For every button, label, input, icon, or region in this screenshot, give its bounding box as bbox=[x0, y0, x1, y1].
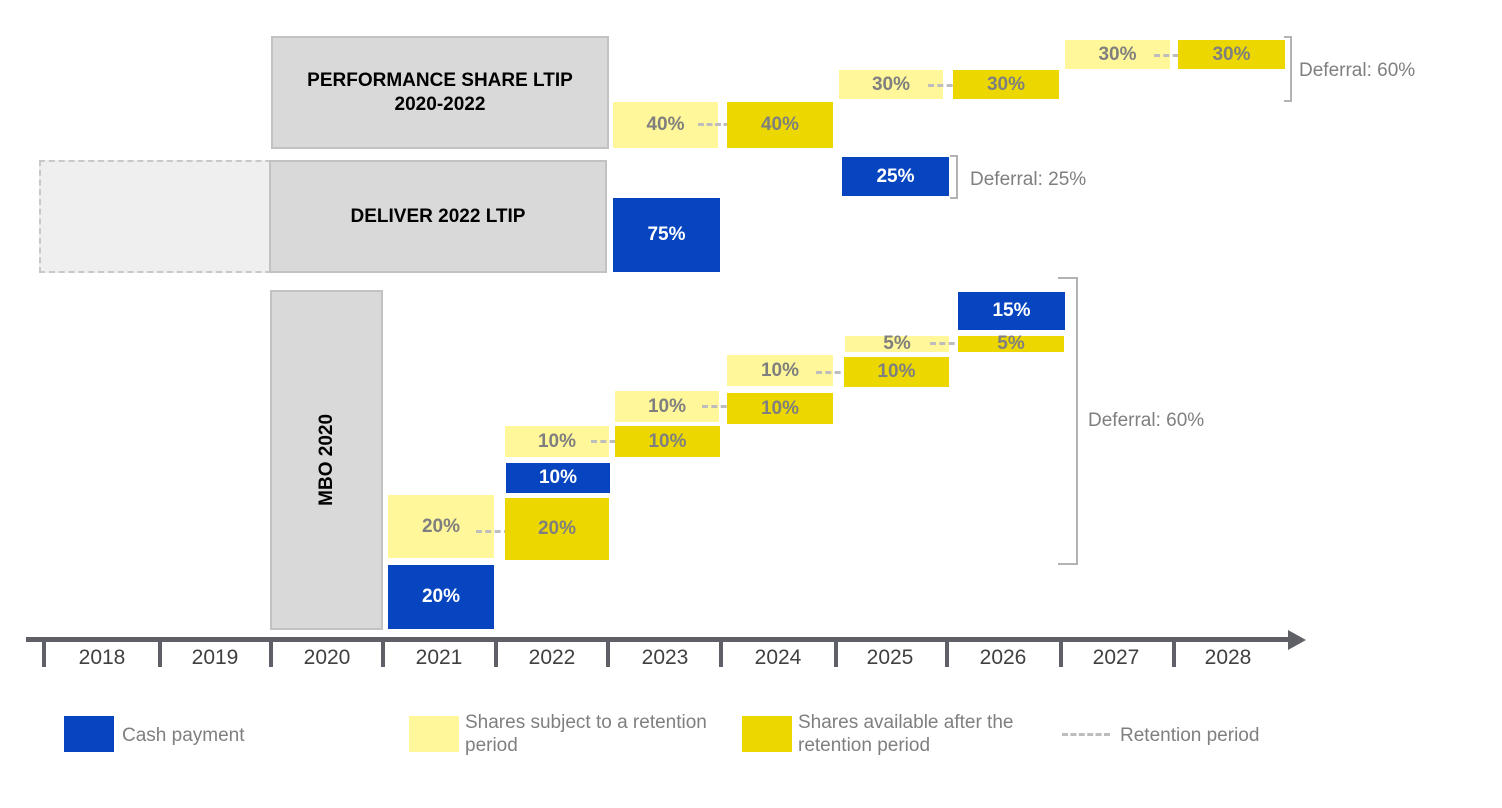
mbo-retention-2025: 5% bbox=[845, 333, 949, 354]
tick bbox=[42, 640, 46, 667]
mbo-retention-2023: 10% bbox=[615, 391, 719, 422]
year-label-2019: 2019 bbox=[191, 646, 239, 669]
mbo-2020-label: MBO 2020 bbox=[315, 414, 337, 506]
perf-deferral-label: Deferral: 60% bbox=[1299, 60, 1416, 81]
tick bbox=[269, 640, 273, 667]
perf-available-2028: 30% bbox=[1178, 40, 1285, 69]
tick bbox=[945, 640, 949, 667]
year-label-2028: 2028 bbox=[1204, 646, 1252, 669]
year-label-2018: 2018 bbox=[78, 646, 126, 669]
tick bbox=[1059, 640, 1063, 667]
mbo-available-2022: 20% bbox=[505, 498, 609, 560]
legend-retention-line bbox=[1062, 733, 1110, 736]
deliver-ltip-prior-period bbox=[39, 160, 291, 273]
mbo-retention-line-2024 bbox=[816, 371, 850, 374]
legend-cash-swatch bbox=[64, 716, 114, 752]
legend-available-swatch bbox=[742, 716, 792, 752]
year-label-2027: 2027 bbox=[1092, 646, 1140, 669]
perf-available-2026: 30% bbox=[953, 70, 1059, 99]
mbo-available-2024: 10% bbox=[727, 393, 833, 424]
mbo-retention-line-2023 bbox=[702, 405, 736, 408]
perf-available-2024: 40% bbox=[727, 102, 833, 148]
year-label-2024: 2024 bbox=[754, 646, 802, 669]
tick bbox=[606, 640, 610, 667]
perf-retention-line-2027 bbox=[1154, 54, 1188, 57]
deliver-deferral-label: Deferral: 25% bbox=[970, 169, 1087, 190]
year-label-2026: 2026 bbox=[979, 646, 1027, 669]
mbo-retention-line-2025 bbox=[930, 342, 964, 345]
mbo-cash-2022: 10% bbox=[506, 463, 610, 493]
tick bbox=[158, 640, 162, 667]
mbo-retention-line-2022 bbox=[591, 440, 625, 443]
deliver-cash-2025: 25% bbox=[842, 157, 949, 196]
legend-cash-label: Cash payment bbox=[122, 725, 245, 746]
perf-retention-line-2025 bbox=[928, 84, 962, 87]
tick bbox=[719, 640, 723, 667]
mbo-2020-box: MBO 2020 bbox=[270, 290, 383, 630]
tick bbox=[1172, 640, 1176, 667]
year-label-2022: 2022 bbox=[528, 646, 576, 669]
year-label-2025: 2025 bbox=[866, 646, 914, 669]
deliver-cash-2023: 75% bbox=[613, 198, 720, 272]
tick bbox=[381, 640, 385, 667]
deliver-deferral-bracket bbox=[950, 155, 958, 199]
mbo-deferral-label: Deferral: 60% bbox=[1088, 410, 1205, 431]
mbo-retention-line-2021 bbox=[476, 530, 510, 533]
timeline-axis bbox=[26, 637, 1296, 642]
mbo-available-2023: 10% bbox=[615, 426, 720, 457]
legend-available-label: Shares available after the retention per… bbox=[798, 712, 1014, 756]
deliver-ltip-box: DELIVER 2022 LTIP bbox=[269, 160, 607, 273]
perf-retention-line-2023 bbox=[698, 123, 738, 126]
tick bbox=[834, 640, 838, 667]
perf-retention-2025: 30% bbox=[839, 70, 943, 99]
legend-retention-swatch bbox=[409, 716, 459, 752]
timeline-arrow-icon bbox=[1288, 630, 1306, 650]
year-label-2021: 2021 bbox=[415, 646, 463, 669]
mbo-available-2026: 5% bbox=[958, 333, 1064, 354]
legend-retention-label: Shares subject to a retention period bbox=[465, 712, 707, 756]
legend-period-label: Retention period bbox=[1120, 725, 1260, 746]
mbo-available-2025: 10% bbox=[844, 357, 949, 387]
year-label-2023: 2023 bbox=[641, 646, 689, 669]
mbo-retention-2024: 10% bbox=[727, 355, 833, 386]
mbo-deferral-bracket bbox=[1058, 277, 1078, 565]
mbo-retention-2021: 20% bbox=[388, 495, 494, 558]
perf-retention-2027: 30% bbox=[1065, 40, 1170, 69]
mbo-cash-2026: 15% bbox=[958, 292, 1065, 330]
performance-share-ltip-box: PERFORMANCE SHARE LTIP 2020-2022 bbox=[271, 36, 609, 149]
perf-deferral-bracket bbox=[1284, 36, 1292, 102]
tick bbox=[494, 640, 498, 667]
year-label-2020: 2020 bbox=[303, 646, 351, 669]
mbo-cash-2021: 20% bbox=[388, 565, 494, 629]
